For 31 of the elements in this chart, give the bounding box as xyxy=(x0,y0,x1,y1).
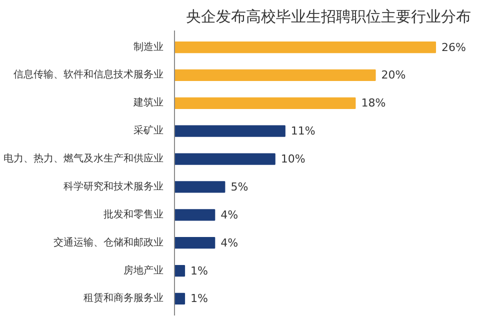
y-tick-label: 房地产业 xyxy=(124,264,164,276)
y-tick-label: 电力、热力、燃气及水生产和供应业 xyxy=(4,152,164,165)
data-label: 4% xyxy=(220,208,238,222)
data-label: 1% xyxy=(190,264,208,278)
bar xyxy=(174,181,226,193)
y-tick-label: 制造业 xyxy=(134,40,164,53)
bar xyxy=(174,97,356,109)
data-label: 5% xyxy=(230,180,248,194)
data-label: 18% xyxy=(361,96,386,110)
data-label: 26% xyxy=(442,40,466,54)
bar xyxy=(174,41,436,54)
bar xyxy=(174,264,186,277)
data-label: 11% xyxy=(290,124,316,138)
bar xyxy=(174,125,286,137)
y-tick-label: 交通运输、仓储和邮政业 xyxy=(54,236,164,248)
y-tick-label: 采矿业 xyxy=(134,124,164,137)
data-label: 10% xyxy=(280,152,306,166)
bar xyxy=(174,237,216,249)
bar xyxy=(174,69,376,82)
y-tick-label: 建筑业 xyxy=(132,96,164,109)
bar xyxy=(174,209,216,221)
bar xyxy=(174,153,276,165)
bar xyxy=(174,292,186,305)
y-tick-label: 租赁和商务服务业 xyxy=(84,292,164,304)
data-label: 4% xyxy=(220,236,238,250)
y-tick-label: 科学研究和技术服务业 xyxy=(64,180,164,192)
chart-title: 央企发布高校毕业生招聘职位主要行业分布 xyxy=(186,8,471,26)
y-tick-label: 批发和零售业 xyxy=(104,208,164,220)
data-label: 1% xyxy=(190,292,208,306)
data-label: 20% xyxy=(381,68,406,82)
y-tick-label: 信息传输、软件和信息技术服务业 xyxy=(14,68,164,81)
